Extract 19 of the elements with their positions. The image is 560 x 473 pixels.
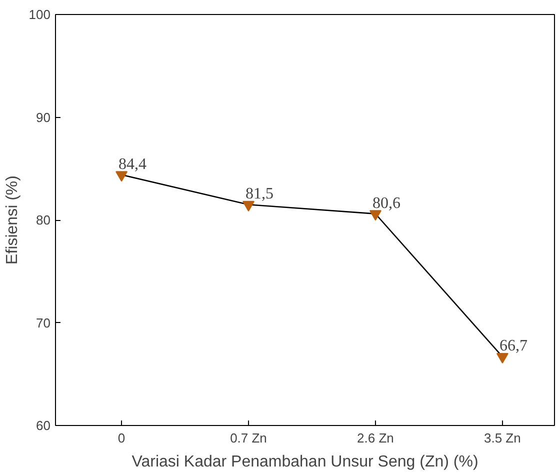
- point: [496, 352, 508, 364]
- y-tick-label: 70: [36, 315, 51, 330]
- x-tick-label: 0.7 Zn: [230, 430, 267, 446]
- point: [369, 210, 382, 221]
- y-tick-label: 100: [28, 7, 51, 22]
- y-tick-label: 80: [36, 212, 51, 228]
- point: [242, 200, 254, 212]
- point: [116, 171, 128, 182]
- data-label: 66,7: [499, 338, 528, 355]
- x-axis-title: Variasi Kadar Penambahan Unsur Seng (Zn) (%): [132, 454, 478, 470]
- x-tick-label: 3.5 Zn: [484, 430, 521, 446]
- y-axis-title: Efisiensi (%): [4, 176, 21, 264]
- data-label: 84,4: [118, 156, 147, 173]
- data-label: 80,6: [372, 194, 400, 212]
- x-tick-label: 0: [118, 430, 126, 446]
- y-tick-label: 60: [36, 418, 51, 433]
- x-tick-label: 2.6 Zn: [357, 430, 394, 446]
- data-label: 81,5: [245, 186, 274, 203]
- y-tick-label: 90: [36, 110, 51, 125]
